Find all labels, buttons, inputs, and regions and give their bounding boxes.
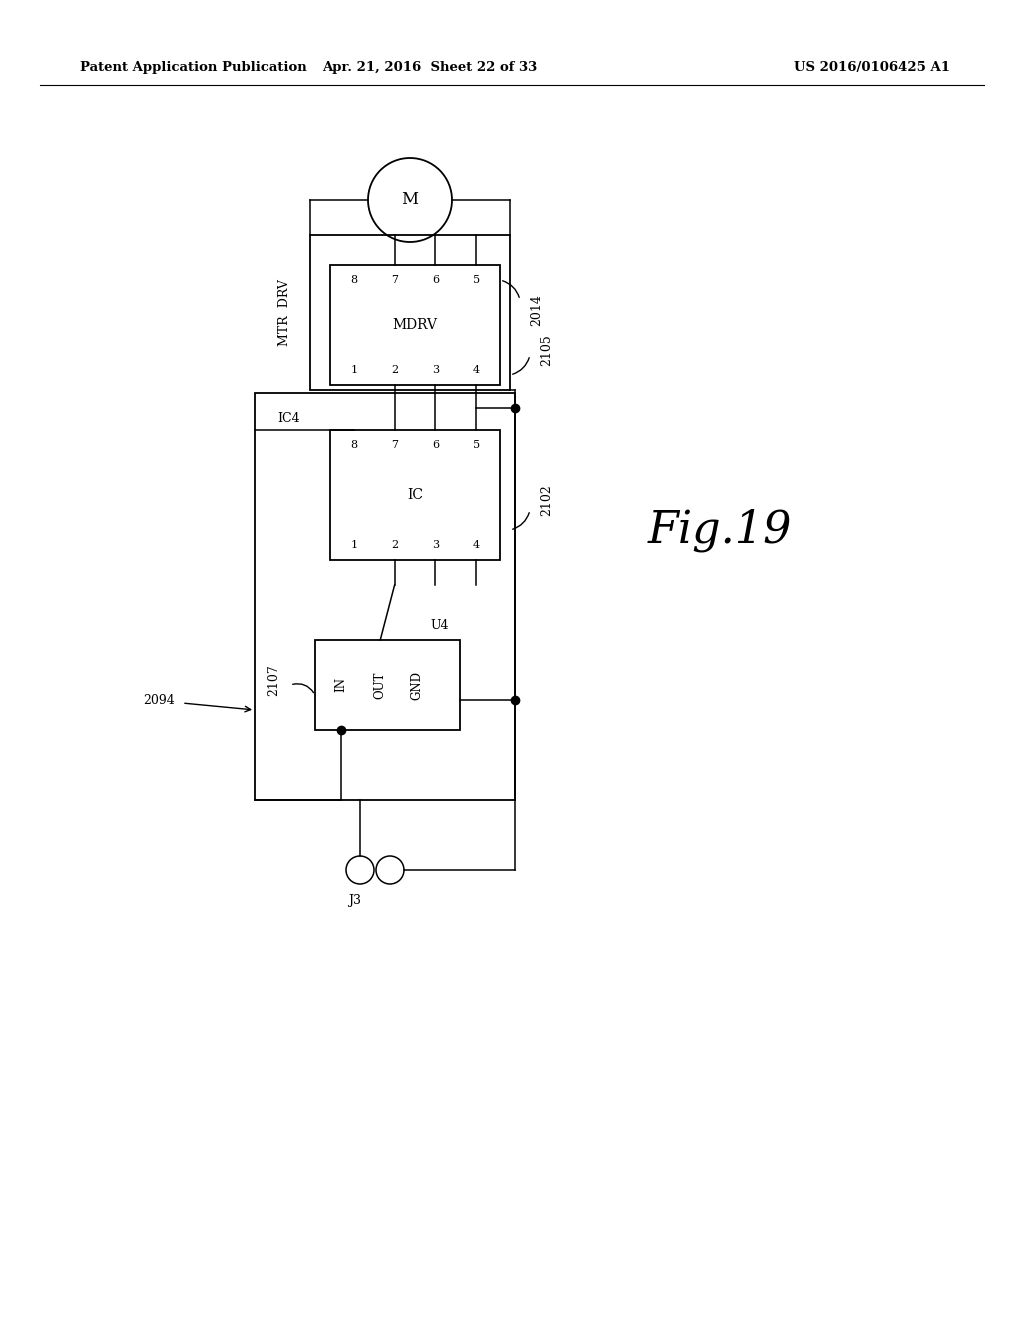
Text: 5: 5	[473, 275, 480, 285]
Text: 3: 3	[432, 540, 439, 550]
Text: J3: J3	[348, 894, 361, 907]
Text: 4: 4	[473, 540, 480, 550]
Bar	[310, 235, 510, 389]
Text: MDRV: MDRV	[392, 318, 437, 333]
FancyArrowPatch shape	[513, 358, 529, 375]
Text: 6: 6	[432, 275, 439, 285]
Text: 2014: 2014	[530, 294, 543, 326]
Text: M: M	[401, 191, 419, 209]
Text: 2094: 2094	[143, 693, 175, 706]
Text: Patent Application Publication: Patent Application Publication	[80, 62, 307, 74]
Bar	[255, 393, 515, 800]
Text: IN: IN	[335, 677, 347, 693]
Text: 2107: 2107	[267, 664, 280, 696]
Bar	[315, 640, 460, 730]
Text: 1: 1	[350, 366, 357, 375]
FancyArrowPatch shape	[513, 512, 529, 529]
Text: 8: 8	[350, 275, 357, 285]
Text: 6: 6	[432, 440, 439, 450]
Text: OUT: OUT	[374, 672, 387, 698]
Text: IC4: IC4	[278, 412, 300, 425]
Text: Apr. 21, 2016  Sheet 22 of 33: Apr. 21, 2016 Sheet 22 of 33	[323, 62, 538, 74]
Text: 2105: 2105	[540, 334, 553, 366]
Text: 2: 2	[391, 366, 398, 375]
Text: U4: U4	[431, 619, 450, 632]
Text: IC: IC	[407, 488, 423, 502]
Text: 7: 7	[391, 275, 398, 285]
Text: 1: 1	[350, 540, 357, 550]
Text: US 2016/0106425 A1: US 2016/0106425 A1	[794, 62, 950, 74]
Bar	[330, 430, 500, 560]
Text: 2: 2	[391, 540, 398, 550]
Text: 5: 5	[473, 440, 480, 450]
Text: 2102: 2102	[540, 484, 553, 516]
FancyArrowPatch shape	[503, 281, 519, 297]
Text: GND: GND	[410, 671, 423, 700]
Bar	[330, 265, 500, 385]
Text: Fig.19: Fig.19	[648, 508, 793, 552]
FancyArrowPatch shape	[293, 684, 313, 693]
Text: MTR  DRV: MTR DRV	[279, 279, 292, 346]
Text: 8: 8	[350, 440, 357, 450]
Text: 4: 4	[473, 366, 480, 375]
Text: 3: 3	[432, 366, 439, 375]
Text: 7: 7	[391, 440, 398, 450]
